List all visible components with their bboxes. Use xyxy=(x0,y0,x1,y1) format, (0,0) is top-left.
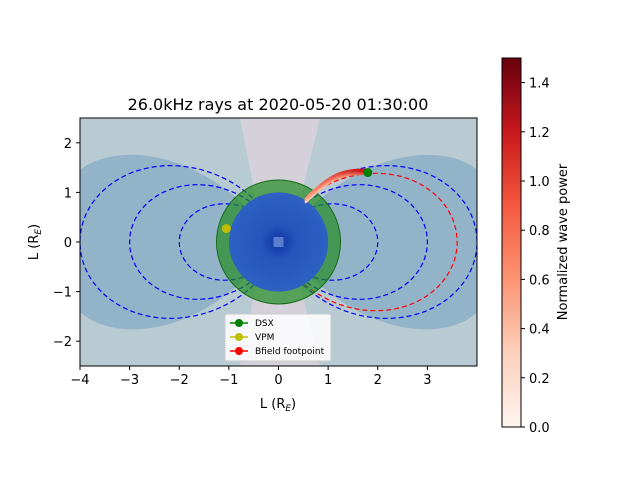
field-line xyxy=(128,184,251,300)
chart-title: 26.0kHz rays at 2020-05-20 01:30:00 xyxy=(128,95,429,114)
x-tick-label: −4 xyxy=(70,373,89,388)
colorbar-tick-label: 0.6 xyxy=(529,273,550,288)
y-axis-label: L (RE) xyxy=(27,224,44,260)
x-tick-label: 0 xyxy=(274,373,282,388)
x-axis: −4 −3 −2 −1 0 1 2 3 xyxy=(70,366,432,388)
field-line xyxy=(80,164,255,320)
legend-marker xyxy=(235,319,243,327)
y-tick-label: 1 xyxy=(64,186,72,201)
colorbar-tick-label: 1.2 xyxy=(529,126,550,141)
colorbar-tick-label: 0.0 xyxy=(529,421,550,436)
colorbar-gradient xyxy=(501,57,522,428)
legend-box xyxy=(224,313,332,362)
x-tick-label: 3 xyxy=(423,373,431,388)
y-tick-label: 2 xyxy=(64,137,72,152)
legend: DSX VPM Bfield footpoint xyxy=(224,313,332,362)
x-tick-label: −3 xyxy=(120,373,139,388)
x-axis-label: L (RE) xyxy=(260,397,296,414)
colorbar-tick-label: 0.8 xyxy=(529,224,550,239)
field-line xyxy=(306,184,429,300)
colorbar-tick-label: 0.4 xyxy=(529,323,550,338)
dsx-point xyxy=(363,168,373,178)
colorbar: 0.0 0.2 0.4 0.6 0.8 1.0 1.2 1.4 Normalized wave… xyxy=(501,57,571,436)
x-tick-label: −2 xyxy=(170,373,189,388)
colorbar-tick-label: 1.4 xyxy=(529,77,550,92)
legend-marker xyxy=(235,347,243,355)
colorbar-tick-label: 0.2 xyxy=(529,372,550,387)
y-axis: 2 1 0 −1 −2 xyxy=(53,137,80,350)
x-tick-label: 1 xyxy=(324,373,332,388)
field-line xyxy=(313,203,379,281)
legend-marker xyxy=(235,333,243,341)
field-line xyxy=(302,164,477,320)
legend-label: Bfield footpoint xyxy=(255,347,325,357)
field-line xyxy=(178,203,244,281)
vpm-point xyxy=(221,224,231,234)
earth-center xyxy=(273,237,284,247)
y-tick-label: −1 xyxy=(53,286,72,301)
legend-label: DSX xyxy=(255,319,274,329)
x-tick-label: 2 xyxy=(374,373,382,388)
legend-label: VPM xyxy=(255,333,274,343)
x-tick-label: −1 xyxy=(219,373,238,388)
field-lines xyxy=(80,164,477,320)
bfield-field-line xyxy=(304,172,458,312)
y-tick-label: 0 xyxy=(64,236,72,251)
y-tick-label: −2 xyxy=(53,335,72,350)
colorbar-tick-label: 1.0 xyxy=(529,175,550,190)
colorbar-label: Normalized wave power xyxy=(556,163,571,320)
